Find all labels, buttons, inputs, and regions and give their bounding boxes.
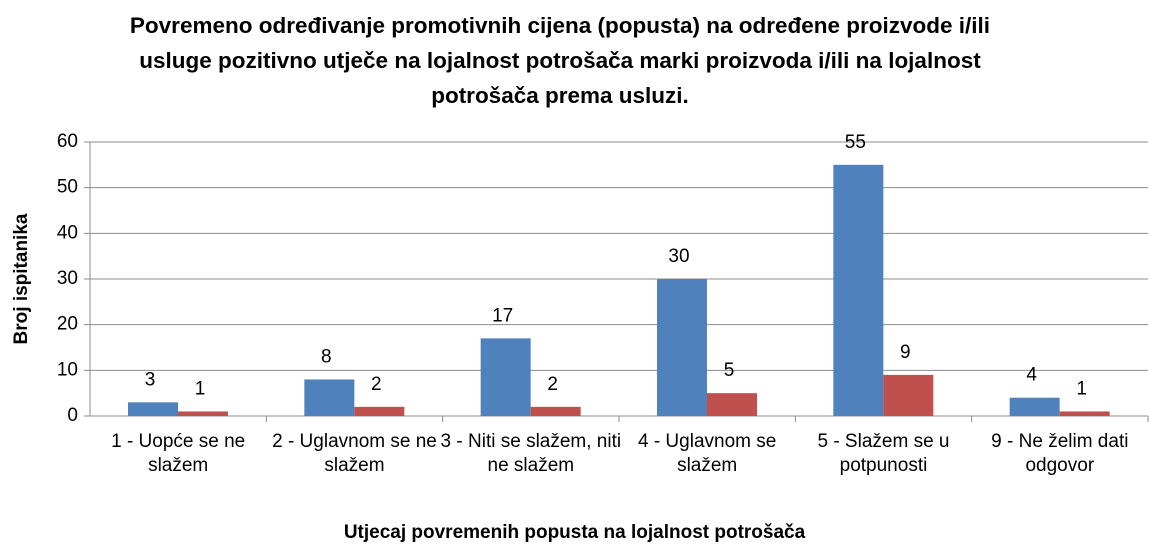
x-tick-label: 5 - Slažem se u potpunosti [817,431,950,476]
data-label: 2 [547,374,558,395]
data-label: 9 [900,342,911,363]
y-tick-label: 40 [57,222,78,243]
bar [530,406,581,416]
data-label: 55 [845,132,866,153]
y-tick-label: 10 [57,359,78,380]
data-label: 5 [724,360,735,381]
data-label: 1 [195,378,206,399]
y-tick-label: 60 [57,131,78,152]
y-tick-label: 20 [57,314,78,335]
data-label: 1 [1076,378,1087,399]
y-tick-label: 30 [57,268,78,289]
x-tick-label: 9 - Ne želim dati odgovor [991,431,1129,476]
data-label: 2 [371,374,382,395]
chart-title: Povremeno određivanje promotivnih cijena… [129,13,991,108]
data-label: 30 [668,246,689,267]
x-tick-label: 1 - Uopće se ne slažem [111,431,246,476]
bar [480,338,531,416]
x-tick-label: 4 - Uglavnom se slažem [637,431,777,476]
bar [707,393,757,416]
bar [178,411,228,416]
data-label: 8 [321,346,332,367]
x-tick-label: 2 - Uglavnom se ne slažem [272,431,437,476]
y-tick-label: 0 [67,405,78,426]
bar [1059,411,1110,416]
data-label: 17 [492,305,513,326]
bar [883,374,934,416]
bar [1009,397,1060,416]
bar [833,164,884,416]
bar [304,379,355,416]
data-label: 4 [1026,365,1037,386]
bar [354,406,405,416]
x-tick-label: 3 - Niti se slažem, niti ne slažem [440,431,622,476]
data-label: 3 [145,369,156,390]
y-tick-label: 50 [57,177,78,198]
bar [128,402,178,416]
y-axis-label: Broj ispitanika [11,213,32,344]
x-axis-label: Utjecaj povremenih popusta na lojalnost … [343,522,806,543]
bar [657,279,707,416]
